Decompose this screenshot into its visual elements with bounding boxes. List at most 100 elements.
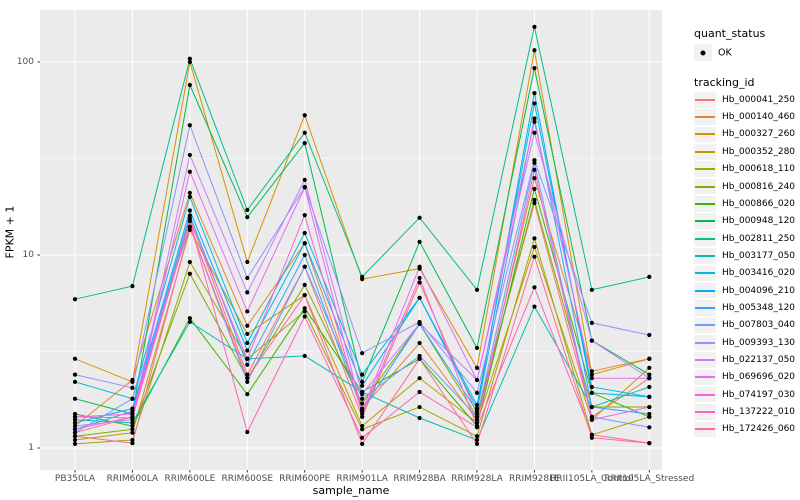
- legend-label-Hb_000618_110: Hb_000618_110: [722, 164, 796, 175]
- data-point-Hb_003177_050: [302, 353, 307, 359]
- data-point-Hb_000352_280: [187, 227, 192, 232]
- data-point-Hb_009393_130: [72, 372, 78, 377]
- data-point-Hb_000327_260: [302, 113, 307, 118]
- data-point-Hb_000140_460: [417, 340, 422, 346]
- legend-key-Hb_022137_050: [694, 352, 716, 368]
- data-point-Hb_005348_120: [647, 411, 652, 417]
- legend-key-Hb_000352_280: [694, 144, 716, 160]
- x-tick-label-RRIM928LA: RRIM928LA: [451, 474, 503, 484]
- data-point-Hb_000866_020: [302, 306, 307, 311]
- legend-key-Hb_009393_130: [694, 334, 716, 351]
- data-point-Hb_074197_030: [130, 411, 135, 417]
- data-point-Hb_007803_040: [474, 414, 480, 419]
- data-point-Hb_000866_020: [245, 392, 250, 397]
- data-point-Hb_000352_280: [474, 420, 480, 425]
- legend-title-tracking-id: tracking_id: [694, 76, 755, 89]
- data-point-Hb_002811_250: [417, 215, 422, 220]
- data-point-Hb_000041_250: [245, 372, 250, 377]
- data-point-Hb_000618_110: [302, 309, 307, 314]
- legend-label-ok: OK: [718, 47, 732, 59]
- legend-label-Hb_002811_250: Hb_002811_250: [722, 233, 796, 244]
- data-point-Hb_003177_050: [417, 415, 422, 421]
- legend-key-ok: [694, 44, 712, 61]
- data-point-Hb_172426_060: [532, 254, 537, 259]
- data-point-Hb_002811_250: [72, 297, 78, 302]
- data-point-Hb_000816_240: [532, 197, 537, 202]
- data-point-Hb_137222_010: [417, 389, 422, 395]
- data-point-Hb_007803_040: [647, 425, 652, 430]
- data-point-Hb_000327_260: [647, 356, 652, 361]
- legend-label-Hb_005348_120: Hb_005348_120: [722, 302, 796, 313]
- legend-key-Hb_003177_050: [694, 248, 716, 264]
- legend-line-icon: [695, 98, 715, 101]
- data-point-Hb_003416_020: [589, 384, 594, 390]
- data-point-Hb_022137_050: [72, 423, 78, 429]
- legend-line-icon: [695, 272, 715, 275]
- data-point-Hb_137222_010: [532, 285, 537, 290]
- data-point-Hb_005348_120: [302, 252, 307, 258]
- plot-panel: [37, 10, 662, 473]
- data-point-Hb_002811_250: [360, 274, 365, 280]
- data-point-Hb_009393_130: [130, 385, 135, 390]
- legend-key-Hb_074197_030: [694, 386, 716, 403]
- data-point-Hb_000352_280: [72, 437, 78, 443]
- data-point-Hb_007803_040: [589, 414, 594, 419]
- data-point-Hb_000327_260: [589, 372, 594, 377]
- legend-label-Hb_000866_020: Hb_000866_020: [722, 198, 796, 209]
- legend-key-Hb_000866_020: [694, 196, 716, 212]
- data-point-Hb_000327_260: [130, 379, 135, 385]
- data-point-Hb_172426_060: [647, 441, 652, 446]
- data-point-Hb_000948_120: [647, 372, 652, 377]
- data-point-Hb_069696_020: [302, 185, 307, 190]
- data-point-Hb_004096_210: [187, 208, 192, 213]
- data-point-Hb_000866_020: [532, 186, 537, 192]
- data-point-Hb_000327_260: [532, 48, 537, 53]
- data-point-Hb_000618_110: [130, 437, 135, 443]
- data-point-Hb_074197_030: [302, 212, 307, 218]
- legend-line-icon: [695, 393, 715, 396]
- data-point-Hb_000618_110: [474, 434, 480, 439]
- data-point-Hb_069696_020: [72, 427, 78, 432]
- data-point-Hb_005348_120: [589, 404, 594, 410]
- legend-line-icon: [695, 150, 715, 153]
- y-tick-label-10: 10: [22, 250, 34, 260]
- x-tick-label-RRIM928BA: RRIM928BA: [393, 474, 446, 484]
- data-point-Hb_002811_250: [532, 24, 537, 30]
- data-point-Hb_000948_120: [360, 379, 365, 385]
- data-point-Hb_003177_050: [72, 417, 78, 422]
- legend-key-Hb_002811_250: [694, 230, 716, 247]
- data-point-Hb_000352_280: [130, 430, 135, 435]
- x-tick-label-RRIM600SE: RRIM600SE: [221, 474, 274, 484]
- data-point-Hb_022137_050: [589, 338, 594, 343]
- data-point-Hb_074197_030: [647, 404, 652, 410]
- legend-label-Hb_172426_060: Hb_172426_060: [722, 424, 796, 435]
- data-point-Hb_000327_260: [474, 365, 480, 371]
- data-point-Hb_003416_020: [187, 194, 192, 200]
- data-point-Hb_007803_040: [72, 430, 78, 435]
- data-point-Hb_000140_460: [245, 323, 250, 328]
- legend-line-icon: [695, 411, 715, 414]
- data-point-Hb_002811_250: [647, 274, 652, 280]
- data-point-Hb_074197_030: [532, 167, 537, 173]
- data-point-Hb_000948_120: [302, 141, 307, 146]
- data-point-Hb_000618_110: [417, 404, 422, 410]
- legend-label-Hb_074197_030: Hb_074197_030: [722, 389, 796, 400]
- legend-line-icon: [695, 306, 715, 309]
- data-point-Hb_000140_460: [187, 190, 192, 195]
- legend-label-Hb_000041_250: Hb_000041_250: [722, 94, 796, 105]
- data-point-Hb_000948_120: [245, 215, 250, 220]
- legend-key-Hb_172426_060: [694, 421, 716, 438]
- data-point-Hb_022137_050: [302, 177, 307, 182]
- legend-label-Hb_000816_240: Hb_000816_240: [722, 181, 796, 192]
- data-point-Hb_000140_460: [532, 176, 537, 181]
- data-point-Hb_000948_120: [474, 345, 480, 351]
- data-point-Hb_000352_280: [647, 365, 652, 371]
- legend-key-Hb_000816_240: [694, 178, 716, 195]
- data-point-Hb_004096_210: [245, 348, 250, 353]
- data-point-Hb_002811_250: [474, 287, 480, 292]
- data-point-Hb_004096_210: [589, 390, 594, 395]
- data-point-Hb_069696_020: [245, 309, 250, 314]
- data-point-Hb_009393_130: [245, 275, 250, 281]
- legend-line-icon: [695, 254, 715, 257]
- data-point-Hb_172426_060: [245, 376, 250, 381]
